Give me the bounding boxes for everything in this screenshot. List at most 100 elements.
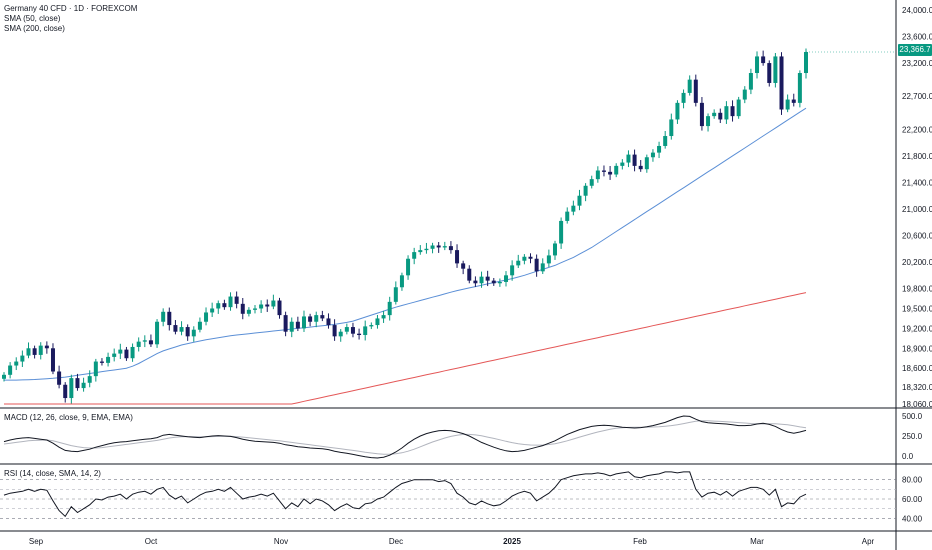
candle-body (314, 315, 319, 322)
macd-legend: MACD (12, 26, close, 9, EMA, EMA) (4, 413, 133, 422)
candle-body (124, 349, 129, 359)
candle-body (546, 255, 551, 264)
candle-body (148, 340, 153, 345)
candle-body (534, 258, 539, 272)
candle-body (197, 321, 202, 330)
candle-body (191, 329, 196, 337)
candle-body (681, 92, 686, 103)
candle-body (516, 260, 521, 266)
candle-body (246, 309, 251, 314)
candle-body (8, 365, 13, 375)
time-tick-label: Nov (274, 537, 288, 546)
candle-body (142, 340, 147, 342)
price-tick-label: 23,600.0 (902, 33, 932, 42)
candle-body (265, 304, 270, 307)
candle-body (271, 300, 276, 307)
candle-body (81, 382, 86, 389)
candle-body (552, 243, 557, 256)
macd-tick-label: 0.0 (902, 452, 914, 461)
candle-body (583, 185, 588, 196)
candle-body (344, 327, 349, 332)
price-tick-label: 20,600.0 (902, 232, 932, 241)
candle-body (289, 321, 294, 332)
candle-body (485, 276, 490, 281)
candle-body (528, 256, 533, 259)
candle-body (504, 275, 509, 282)
candle-body (797, 73, 802, 103)
time-tick-label: Mar (750, 537, 764, 546)
candle-body (491, 280, 496, 284)
time-tick-label: Feb (633, 537, 647, 546)
candle-body (216, 303, 221, 309)
candle-body (559, 220, 564, 244)
candle-body (57, 371, 62, 385)
candle-body (473, 280, 478, 284)
candle-body (20, 355, 25, 362)
candle-body (412, 252, 417, 259)
candle-body (301, 316, 306, 329)
rsi-tick-label: 60.00 (902, 495, 923, 504)
candle-body (424, 248, 429, 251)
candle-body (161, 311, 166, 322)
candle-body (375, 318, 380, 326)
candle-body (350, 327, 355, 334)
candle-body (430, 245, 435, 249)
candle-body (259, 304, 264, 309)
candle-body (38, 345, 43, 355)
candle-body (626, 154, 631, 163)
candle-body (26, 348, 31, 356)
last-price-badge: 23,366.7 (898, 44, 932, 56)
candle-body (479, 276, 484, 284)
candle-body (601, 170, 606, 172)
candle-body (63, 384, 68, 399)
candle-body (467, 268, 472, 281)
candle-body (779, 56, 784, 110)
chart-title: Germany 40 CFD · 1D · FOREXCOM (4, 4, 138, 13)
candle-body (455, 250, 460, 264)
candle-body (399, 275, 404, 288)
candle-body (222, 303, 227, 308)
candle-body (32, 348, 37, 355)
candle-body (669, 119, 674, 137)
candle-body (442, 246, 447, 248)
rsi-tick-label: 40.00 (902, 514, 923, 523)
candle-body (804, 52, 808, 74)
price-tick-label: 23,200.0 (902, 59, 932, 68)
candle-body (448, 246, 453, 251)
candle-body (363, 326, 368, 336)
price-tick-label: 22,700.0 (902, 92, 932, 101)
candle-body (332, 325, 337, 337)
time-tick-label: Apr (862, 537, 875, 546)
candle-body (295, 321, 300, 329)
candle-body (387, 301, 392, 316)
candle-body (712, 112, 717, 117)
price-tick-label: 21,000.0 (902, 205, 932, 214)
rsi-legend: RSI (14, close, SMA, 14, 2) (4, 469, 101, 478)
candle-body (620, 162, 625, 166)
macd-signal-line (3, 420, 807, 455)
candle-body (326, 318, 331, 326)
candle-body (136, 341, 141, 347)
candle-body (112, 353, 117, 357)
candle-body (791, 99, 796, 103)
candle-body (87, 376, 92, 383)
candle-body (234, 296, 239, 304)
candle-body (730, 106, 735, 117)
sma50-line (4, 107, 807, 381)
candle-body (706, 116, 711, 127)
candle-body (761, 56, 766, 64)
candle-body (436, 245, 441, 248)
candle-body (228, 296, 233, 308)
candle-body (687, 79, 692, 93)
candle-body (742, 89, 747, 100)
candle-body (369, 325, 374, 327)
candle-body (748, 73, 753, 90)
sma200-legend: SMA (200, close) (4, 24, 65, 33)
candle-body (650, 152, 655, 158)
candle-body (718, 112, 723, 120)
candle-body (179, 327, 184, 332)
candle-body (338, 331, 343, 337)
candle-body (130, 346, 135, 359)
candle-body (785, 99, 790, 110)
